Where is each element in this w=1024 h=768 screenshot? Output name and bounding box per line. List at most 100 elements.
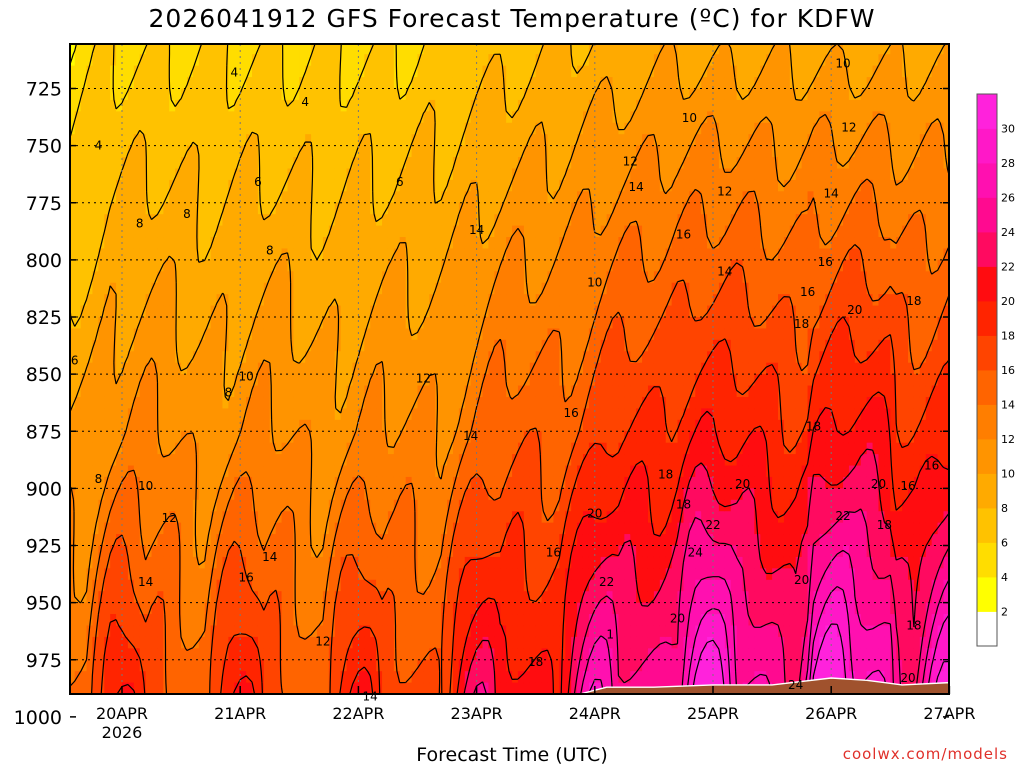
field-cell [234, 568, 241, 581]
field-cell [518, 31, 525, 43]
field-cell [198, 682, 206, 694]
field-cell [116, 122, 123, 135]
field-cell [417, 305, 425, 318]
field-cell [346, 476, 354, 489]
field-cell [399, 511, 407, 524]
field-cell [263, 351, 271, 364]
field-cell [157, 694, 164, 706]
field-cell [382, 202, 389, 215]
field-cell [376, 614, 383, 627]
field-cell [228, 157, 235, 170]
field-cell [246, 556, 253, 569]
field-cell [263, 568, 271, 581]
field-cell [352, 488, 359, 501]
field-cell [216, 385, 224, 398]
field-cell [116, 682, 123, 694]
field-cell [275, 134, 283, 147]
field-cell [305, 44, 312, 55]
field-cell [234, 602, 241, 615]
field-cell [517, 568, 525, 581]
field-cell [204, 671, 212, 684]
field-cell [246, 659, 253, 672]
field-cell [275, 157, 283, 170]
field-cell [122, 419, 129, 432]
field-cell [411, 54, 419, 67]
field-cell [287, 157, 294, 170]
field-cell [352, 454, 359, 467]
field-cell [417, 408, 425, 421]
field-cell [529, 351, 537, 364]
field-cell [435, 522, 442, 535]
field-cell [441, 294, 448, 307]
field-cell [263, 579, 271, 592]
field-cell [269, 179, 277, 192]
field-cell [346, 625, 354, 638]
field-cell [217, 728, 224, 740]
field-cell [275, 248, 283, 261]
field-cell [482, 682, 490, 694]
field-cell [122, 317, 129, 330]
field-cell [175, 671, 182, 684]
field-cell [399, 625, 407, 638]
field-cell [482, 396, 490, 410]
field-cell [512, 385, 519, 398]
field-cell [252, 476, 259, 489]
field-cell [382, 545, 389, 558]
field-cell [86, 465, 94, 478]
field-cell [417, 648, 425, 661]
field-cell [328, 385, 336, 398]
field-cell [127, 511, 135, 524]
field-cell [506, 282, 513, 295]
field-cell [145, 488, 153, 501]
field-cell [175, 214, 182, 227]
field-cell [352, 568, 359, 581]
field-cell [169, 271, 176, 284]
field-cell [541, 44, 549, 55]
field-cell [257, 419, 265, 432]
field-cell [87, 717, 94, 729]
field-cell [376, 522, 383, 535]
field-cell [429, 591, 436, 604]
field-cell [482, 476, 490, 489]
field-cell [334, 659, 342, 672]
field-cell [163, 659, 170, 672]
field-cell [80, 568, 88, 581]
field-cell [122, 522, 129, 535]
field-cell [500, 408, 507, 421]
field-cell [210, 522, 218, 535]
field-cell [441, 454, 448, 467]
field-cell [163, 545, 170, 558]
field-cell [276, 31, 283, 43]
field-cell [110, 671, 117, 684]
field-cell [80, 282, 88, 295]
field-cell [187, 145, 194, 158]
field-cell [494, 157, 501, 170]
field-cell [257, 99, 265, 112]
field-cell [204, 111, 212, 124]
field-cell [151, 179, 159, 192]
field-cell [399, 465, 407, 478]
field-cell [151, 419, 159, 432]
field-cell [523, 488, 531, 501]
field-cell [423, 717, 430, 729]
field-cell [494, 328, 501, 341]
field-cell [423, 145, 430, 158]
field-cell [293, 77, 300, 90]
field-cell [476, 625, 484, 638]
field-cell [116, 602, 123, 615]
field-cell [370, 145, 377, 158]
field-cell [482, 317, 490, 330]
field-cell [104, 191, 111, 204]
field-cell [127, 122, 135, 135]
field-cell [535, 465, 543, 478]
field-cell [441, 465, 448, 478]
field-cell [370, 682, 377, 694]
field-cell [263, 534, 271, 547]
field-cell [187, 99, 194, 112]
field-cell [393, 237, 401, 250]
field-cell [151, 168, 159, 181]
field-cell [523, 431, 531, 444]
field-cell [192, 225, 200, 238]
field-cell [441, 636, 448, 649]
field-cell [175, 659, 182, 672]
